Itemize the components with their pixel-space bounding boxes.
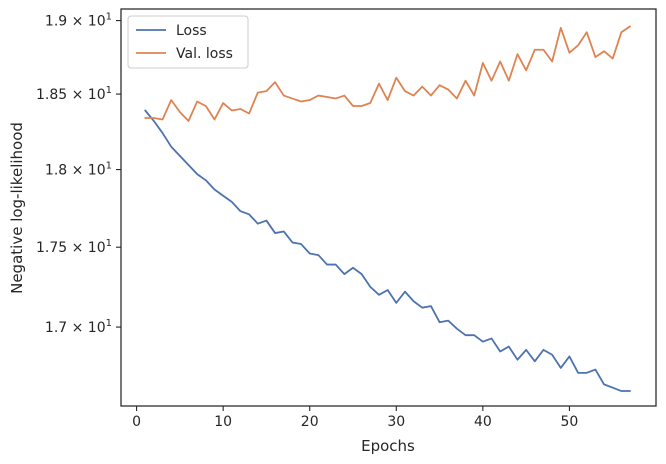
plot-frame <box>120 8 657 407</box>
y-axis-ticks: 1.7 × 101 1.75 × 101 1.8 × 101 1.85 × 101 1.… <box>36 12 121 336</box>
x-tick-label: 20 <box>301 414 319 430</box>
x-axis-label: Epochs <box>361 437 415 455</box>
y-tick-label: 1.85 × 101 <box>36 85 112 103</box>
legend: Loss Val. loss <box>127 15 249 69</box>
legend-label-loss: Loss <box>176 23 207 39</box>
x-tick-label: 0 <box>132 414 141 430</box>
y-tick-label: 1.9 × 101 <box>45 12 112 30</box>
legend-label-val-loss: Val. loss <box>176 46 233 62</box>
x-tick-label: 40 <box>474 414 492 430</box>
y-tick-label: 1.75 × 101 <box>36 238 112 256</box>
legend-box <box>127 15 249 69</box>
y-axis-label: Negative log-likelihood <box>8 122 26 294</box>
x-tick-label: 50 <box>561 414 579 430</box>
series-layer <box>144 25 631 392</box>
x-tick-label: 30 <box>387 414 405 430</box>
series-line-loss <box>144 109 631 392</box>
x-axis-ticks: 0 10 20 30 40 50 <box>132 406 578 430</box>
x-tick-label: 10 <box>214 414 232 430</box>
y-tick-label: 1.7 × 101 <box>45 318 112 336</box>
series-line-val-loss <box>144 25 631 122</box>
y-tick-label: 1.8 × 101 <box>45 161 112 179</box>
